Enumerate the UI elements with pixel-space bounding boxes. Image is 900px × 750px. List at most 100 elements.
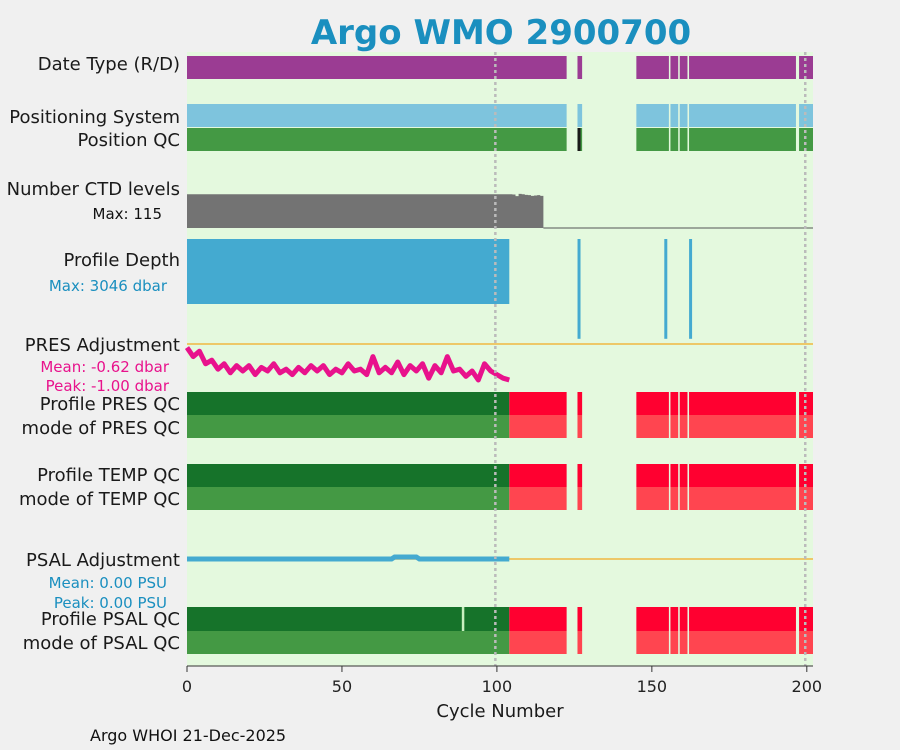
x-tick-label: 100 (482, 677, 513, 696)
label-profile-pres-qc: Profile PRES QC (40, 394, 180, 415)
mode-temp-qc-bad (509, 487, 567, 510)
psal-adjustment-line (187, 554, 510, 562)
date-type-bar (636, 56, 669, 79)
profile-pres-qc-bad (636, 392, 669, 415)
mode-pres-qc-good (187, 415, 510, 438)
x-tick-label: 50 (332, 677, 352, 696)
date-type-bar (689, 56, 796, 79)
mode-pres-qc-bad (679, 415, 688, 438)
label-mode-psal-qc: mode of PSAL QC (23, 633, 180, 654)
profile-psal-qc-bad (670, 607, 679, 631)
profile-psal-qc-gap (461, 607, 465, 631)
mode-psal-qc-good (187, 631, 510, 654)
label-ctd-max: Max: 115 (93, 205, 162, 223)
mode-pres-qc-bad (670, 415, 679, 438)
label-profile-temp-qc: Profile TEMP QC (37, 465, 180, 486)
position-qc-bar (187, 128, 567, 151)
positioning-system-bar (799, 104, 813, 127)
mode-psal-qc-bad (689, 631, 796, 654)
positioning-system-bar (670, 104, 679, 127)
profile-depth-block (187, 239, 510, 304)
date-type-bar (799, 56, 813, 79)
profile-psal-qc-bad (636, 607, 669, 631)
mode-temp-qc-bad (577, 487, 583, 510)
profile-pres-qc-bad (670, 392, 679, 415)
pres-adjustment-line (184, 346, 510, 383)
position-qc-bar (636, 128, 669, 151)
label-date-type: Date Type (R/D) (38, 54, 180, 75)
label-psal-adjustment: PSAL Adjustment (26, 550, 180, 571)
positioning-system-bar (689, 104, 796, 127)
mode-pres-qc-bad (509, 415, 567, 438)
profile-temp-qc-bad (679, 464, 688, 487)
positioning-system-bar (187, 104, 567, 127)
label-number-ctd-levels: Number CTD levels (7, 179, 180, 200)
positioning-system-bar (636, 104, 669, 127)
chart-title: Argo WMO 2900700 (311, 13, 691, 53)
position-qc-bar (670, 128, 679, 151)
mode-temp-qc-bad (689, 487, 796, 510)
profile-pres-qc-good (187, 392, 510, 415)
mode-pres-qc-bad (577, 415, 583, 438)
x-tick-label: 150 (637, 677, 668, 696)
profile-temp-qc-bad (670, 464, 679, 487)
profile-temp-qc-bad (636, 464, 669, 487)
label-depth-max: Max: 3046 dbar (49, 277, 168, 295)
label-psal-mean: Mean: 0.00 PSU (49, 574, 167, 592)
label-mode-pres-qc: mode of PRES QC (22, 418, 180, 439)
mode-temp-qc-bad (636, 487, 669, 510)
date-type-bar (577, 56, 583, 79)
label-pres-peak: Peak: -1.00 dbar (46, 377, 170, 395)
plot-background (187, 52, 813, 666)
positioning-system-bar (577, 104, 583, 127)
profile-temp-qc-bad (577, 464, 583, 487)
mode-psal-qc-bad (670, 631, 679, 654)
x-axis-label: Cycle Number (436, 701, 564, 722)
profile-temp-qc-bad (509, 464, 567, 487)
x-tick-label: 200 (792, 677, 823, 696)
profile-psal-qc-bad (509, 607, 567, 631)
profile-pres-qc-bad (679, 392, 688, 415)
mode-pres-qc-bad (689, 415, 796, 438)
profile-temp-qc-bad (799, 464, 813, 487)
profile-pres-qc-bad (509, 392, 567, 415)
mode-psal-qc-bad (509, 631, 567, 654)
profile-psal-qc-good (187, 607, 510, 631)
position-qc-bar (799, 128, 813, 151)
profile-psal-qc-bad (799, 607, 813, 631)
label-positioning-system: Positioning System (9, 107, 180, 128)
profile-depth-bar (664, 239, 668, 339)
profile-depth-bar (689, 239, 693, 339)
position-qc-bad-mark (577, 128, 581, 151)
label-psal-peak: Peak: 0.00 PSU (54, 594, 167, 612)
label-pres-adjustment: PRES Adjustment (25, 335, 180, 356)
mode-temp-qc-bad (670, 487, 679, 510)
mode-temp-qc-bad (679, 487, 688, 510)
x-tick-label: 0 (182, 677, 192, 696)
profile-pres-qc-bad (799, 392, 813, 415)
profile-psal-qc-bad (689, 607, 796, 631)
profile-pres-qc-bad (577, 392, 583, 415)
position-qc-bar (679, 128, 688, 151)
profile-psal-qc-bad (679, 607, 688, 631)
date-type-bar (679, 56, 688, 79)
mode-psal-qc-bad (679, 631, 688, 654)
profile-pres-qc-bad (689, 392, 796, 415)
label-mode-temp-qc: mode of TEMP QC (19, 489, 180, 510)
mode-temp-qc-good (187, 487, 510, 510)
profile-psal-qc-bad (577, 607, 583, 631)
label-profile-psal-qc: Profile PSAL QC (41, 609, 180, 630)
positioning-system-bar (679, 104, 688, 127)
profile-depth-bar (577, 239, 581, 339)
footer-credit: Argo WHOI 21-Dec-2025 (90, 726, 286, 745)
mode-psal-qc-bad (636, 631, 669, 654)
label-profile-depth: Profile Depth (63, 250, 180, 271)
mode-psal-qc-bad (577, 631, 583, 654)
date-type-bar (670, 56, 679, 79)
date-type-bar (187, 56, 567, 79)
label-pres-mean: Mean: -0.62 dbar (40, 358, 170, 376)
profile-temp-qc-bad (689, 464, 796, 487)
position-qc-bar (689, 128, 796, 151)
label-position-qc: Position QC (77, 130, 180, 151)
